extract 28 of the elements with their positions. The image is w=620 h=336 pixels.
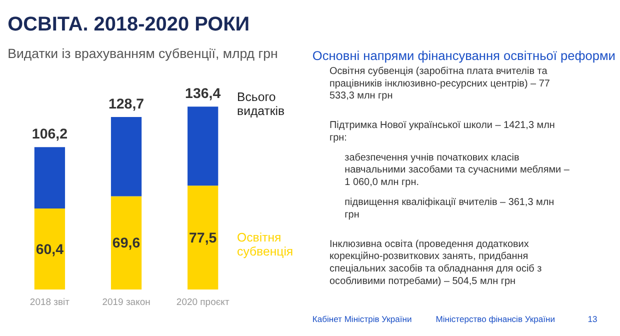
text: Інклюзивна освіта (проведення додаткових корекційно-розвиткових занять, придбання спеціальних засобів та обладнання для осіб з особливими потребами) – 504,5 млн грн	[329, 238, 542, 287]
chart-title: ОСВІТА. 2018-2020 РОКИ	[8, 13, 250, 36]
total-label: 128,7	[108, 96, 144, 112]
bar	[110, 196, 142, 290]
x-tick-label: 2020 проєкт	[176, 297, 230, 308]
text: Міністерство фінансів України	[436, 314, 556, 324]
chart-subtitle: Видатки із врахуванням субвенції, млрд грн	[8, 46, 278, 61]
data-label: 60,4	[36, 242, 64, 258]
bar	[188, 186, 218, 290]
total-label: 136,4	[185, 86, 221, 102]
x-tick-label: 2018 звіт	[30, 297, 70, 308]
text: Кабінет Міністрів України	[312, 314, 412, 324]
series-label: Освітня субвенція	[237, 230, 294, 259]
text: 13	[588, 314, 598, 324]
text: Основні напрями фінансування освітньої реформи	[312, 48, 616, 64]
annotation: Всього видатків	[237, 90, 286, 118]
text: забезпечення учнів початкових класів навчальними засобами та сучасними меблями – 1 060,0 млн грн.	[344, 152, 570, 188]
text: підвищення кваліфікації вчителів – 361,3 млн грн	[344, 197, 554, 220]
bar	[188, 106, 218, 186]
x-tick-label: 2019 закон	[102, 297, 150, 308]
data-label: 69,6	[112, 236, 140, 252]
data-label: 77,5	[188, 230, 217, 246]
text: Освітня субвенція (заробітна плата вчителів та працівників інклюзивно-ресурсних центрів) – 77 533,3 млн грн	[329, 66, 550, 102]
total-label: 106,2	[32, 126, 68, 143]
bar	[34, 147, 66, 209]
text: Підтримка Нової української школи – 1421,3 млн грн:	[329, 120, 555, 144]
bar	[110, 116, 142, 196]
bar	[34, 208, 66, 290]
